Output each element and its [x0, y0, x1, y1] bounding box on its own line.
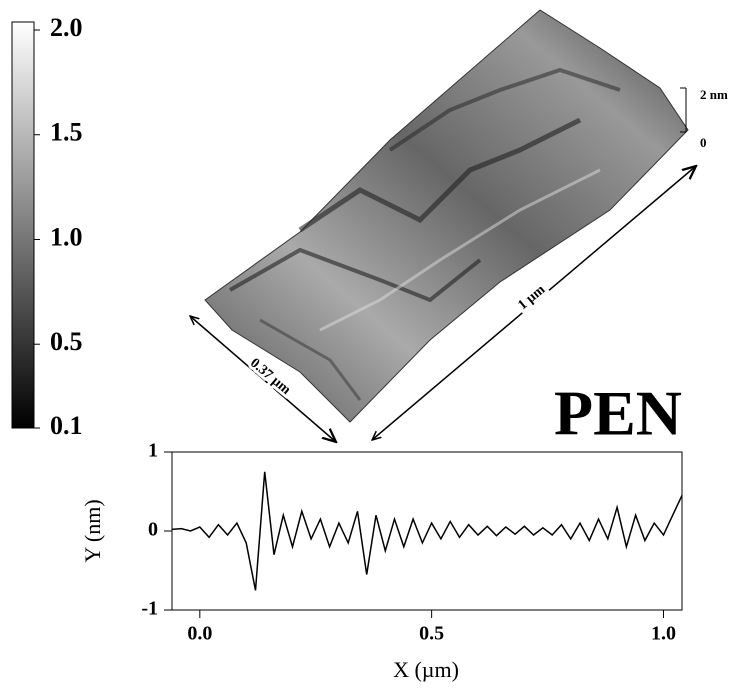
colorbar-tick-label: 0.1	[50, 411, 83, 440]
colorbar	[11, 21, 35, 429]
profile-line	[171, 471, 683, 591]
colorbar-tick-label: 1.0	[50, 222, 83, 251]
x-tick-label: 0.5	[419, 623, 444, 645]
y-tick-label: 1	[148, 440, 158, 462]
width-arrow	[189, 315, 336, 442]
plot-frame	[171, 451, 683, 611]
figure-title: PEN	[554, 378, 682, 449]
x-tick-label: 0.0	[187, 623, 212, 645]
length-label: 1 µm	[515, 282, 548, 313]
x-axis-title: X (µm)	[393, 657, 459, 682]
height-scale	[680, 87, 687, 133]
y-axis-title: Y (nm)	[80, 499, 105, 562]
height-max-label: 2 nm	[700, 87, 728, 102]
afm-surface	[204, 9, 689, 423]
y-tick-label: 0	[148, 519, 158, 541]
colorbar-tick-label: 2.0	[50, 13, 83, 42]
colorbar-tick-label: 0.5	[50, 327, 83, 356]
length-arrow	[371, 166, 696, 441]
y-tick-label: -1	[141, 598, 158, 620]
height-min-label: 0	[700, 135, 707, 150]
x-tick-label: 1.0	[651, 623, 676, 645]
colorbar-tick-label: 1.5	[50, 118, 83, 147]
